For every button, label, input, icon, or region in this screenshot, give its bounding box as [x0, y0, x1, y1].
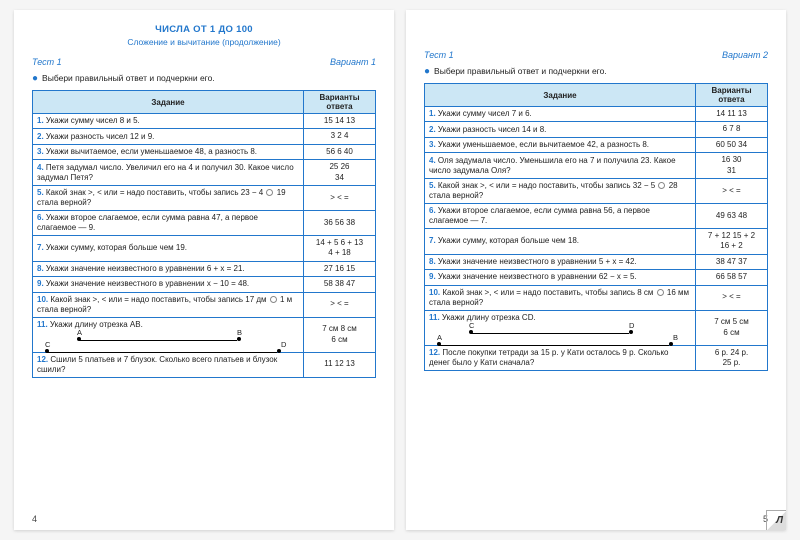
answer-cell: 14 11 13 — [696, 107, 768, 122]
task-cell: 3. Укажи вычитаемое, если уменьшаемое 48… — [33, 144, 304, 159]
table-row: 4. Петя задумал число. Увеличил его на 4… — [33, 160, 376, 186]
table-row: 9. Укажи значение неизвестного в уравнен… — [33, 277, 376, 292]
table-row: 11. Укажи длину отрезка CD. C D A B 7 см… — [425, 310, 768, 345]
answer-cell: 3 2 4 — [304, 129, 376, 144]
table-row: 10. Какой знак >, < или = надо поставить… — [425, 285, 768, 310]
test-header: Тест 1 Вариант 2 — [424, 50, 768, 60]
task-cell: 1. Укажи сумму чисел 7 и 6. — [425, 107, 696, 122]
answer-cell: 36 56 38 — [304, 210, 376, 235]
variant-label: Вариант 1 — [330, 57, 376, 67]
table-row: 10. Какой знак >, < или = надо поставить… — [33, 292, 376, 317]
answer-cell: 11 12 13 — [304, 352, 376, 377]
table-row: 12. Сшили 5 платьев и 7 блузок. Сколько … — [33, 352, 376, 377]
task-cell: 11. Укажи длину отрезка CD. C D A B — [425, 310, 696, 345]
task-cell: 12. После покупки тетради за 15 р. у Кат… — [425, 345, 696, 371]
task-cell: 6. Укажи второе слагаемое, если сумма ра… — [425, 203, 696, 228]
col-answer: Варианты ответа — [304, 91, 376, 114]
task-cell: 12. Сшили 5 платьев и 7 блузок. Сколько … — [33, 352, 304, 377]
test-header: Тест 1 Вариант 1 — [32, 57, 376, 67]
instruction: ●Выбери правильный ответ и подчеркни его… — [424, 66, 768, 77]
task-table-left: ЗаданиеВарианты ответа 1. Укажи сумму чи… — [32, 90, 376, 378]
table-row: 4. Оля задумала число. Уменьшила его на … — [425, 153, 768, 179]
table-row: 2. Укажи разность чисел 12 и 9.3 2 4 — [33, 129, 376, 144]
table-row: 1. Укажи сумму чисел 8 и 5.15 14 13 — [33, 114, 376, 129]
right-page: Тест 1 Вариант 2 ●Выбери правильный отве… — [406, 10, 786, 530]
sub-title: Сложение и вычитание (продолжение) — [32, 37, 376, 47]
answer-cell: > < = — [304, 292, 376, 317]
left-page: ЧИСЛА ОТ 1 ДО 100 Сложение и вычитание (… — [14, 10, 394, 530]
segment-diagram: C D A B — [429, 323, 691, 343]
table-row: 6. Укажи второе слагаемое, если сумма ра… — [425, 203, 768, 228]
table-row: 3. Укажи вычитаемое, если уменьшаемое 48… — [33, 144, 376, 159]
task-cell: 7. Укажи сумму, которая больше чем 18. — [425, 228, 696, 254]
table-row: 1. Укажи сумму чисел 7 и 6.14 11 13 — [425, 107, 768, 122]
answer-cell: > < = — [696, 285, 768, 310]
variant-label: Вариант 2 — [722, 50, 768, 60]
answer-cell: 15 14 13 — [304, 114, 376, 129]
table-row: 7. Укажи сумму, которая больше чем 18.7 … — [425, 228, 768, 254]
task-cell: 10. Какой знак >, < или = надо поставить… — [425, 285, 696, 310]
task-cell: 7. Укажи сумму, которая больше чем 19. — [33, 235, 304, 261]
task-cell: 8. Укажи значение неизвестного в уравнен… — [33, 261, 304, 276]
answer-cell: 7 см 8 см 6 см — [304, 317, 376, 352]
answer-cell: 7 см 5 см 6 см — [696, 310, 768, 345]
table-row: 3. Укажи уменьшаемое, если вычитаемое 42… — [425, 137, 768, 152]
table-row: 5. Какой знак >, < или = надо поставить,… — [33, 185, 376, 210]
task-cell: 2. Укажи разность чисел 14 и 8. — [425, 122, 696, 137]
answer-cell: > < = — [304, 185, 376, 210]
main-title: ЧИСЛА ОТ 1 ДО 100 — [32, 24, 376, 35]
task-cell: 8. Укажи значение неизвестного в уравнен… — [425, 254, 696, 269]
answer-cell: > < = — [696, 178, 768, 203]
page-spread: ЧИСЛА ОТ 1 ДО 100 Сложение и вычитание (… — [14, 10, 786, 530]
answer-cell: 58 38 47 — [304, 277, 376, 292]
table-row: 9. Укажи значение неизвестного в уравнен… — [425, 270, 768, 285]
task-cell: 1. Укажи сумму чисел 8 и 5. — [33, 114, 304, 129]
task-table-right: ЗаданиеВарианты ответа 1. Укажи сумму чи… — [424, 83, 768, 371]
table-row: 6. Укажи второе слагаемое, если сумма ра… — [33, 210, 376, 235]
table-row: 5. Какой знак >, < или = надо поставить,… — [425, 178, 768, 203]
answer-cell: 16 30 31 — [696, 153, 768, 179]
logo-icon: Л — [776, 515, 783, 526]
table-row: 8. Укажи значение неизвестного в уравнен… — [425, 254, 768, 269]
answer-cell: 66 58 57 — [696, 270, 768, 285]
answer-cell: 14 + 5 6 + 13 4 + 18 — [304, 235, 376, 261]
table-row: 11. Укажи длину отрезка AB. A B C D 7 см… — [33, 317, 376, 352]
task-cell: 4. Петя задумал число. Увеличил его на 4… — [33, 160, 304, 186]
answer-cell: 60 50 34 — [696, 137, 768, 152]
page-number: 4 — [32, 514, 37, 524]
test-label: Тест 1 — [424, 50, 454, 60]
task-cell: 9. Укажи значение неизвестного в уравнен… — [425, 270, 696, 285]
task-cell: 3. Укажи уменьшаемое, если вычитаемое 42… — [425, 137, 696, 152]
task-cell: 5. Какой знак >, < или = надо поставить,… — [425, 178, 696, 203]
answer-cell: 7 + 12 15 + 2 16 + 2 — [696, 228, 768, 254]
task-cell: 11. Укажи длину отрезка AB. A B C D — [33, 317, 304, 352]
answer-cell: 49 63 48 — [696, 203, 768, 228]
task-cell: 2. Укажи разность чисел 12 и 9. — [33, 129, 304, 144]
task-cell: 9. Укажи значение неизвестного в уравнен… — [33, 277, 304, 292]
col-task: Задание — [33, 91, 304, 114]
table-row: 12. После покупки тетради за 15 р. у Кат… — [425, 345, 768, 371]
answer-cell: 38 47 37 — [696, 254, 768, 269]
test-label: Тест 1 — [32, 57, 62, 67]
task-cell: 4. Оля задумала число. Уменьшила его на … — [425, 153, 696, 179]
answer-cell: 6 р. 24 р. 25 р. — [696, 345, 768, 371]
answer-cell: 27 16 15 — [304, 261, 376, 276]
task-cell: 5. Какой знак >, < или = надо поставить,… — [33, 185, 304, 210]
task-cell: 10. Какой знак >, < или = надо поставить… — [33, 292, 304, 317]
instruction: ●Выбери правильный ответ и подчеркни его… — [32, 73, 376, 84]
segment-diagram: A B C D — [37, 330, 299, 350]
table-row: 8. Укажи значение неизвестного в уравнен… — [33, 261, 376, 276]
answer-cell: 6 7 8 — [696, 122, 768, 137]
answer-cell: 25 26 34 — [304, 160, 376, 186]
answer-cell: 56 6 40 — [304, 144, 376, 159]
col-task: Задание — [425, 84, 696, 107]
table-row: 7. Укажи сумму, которая больше чем 19.14… — [33, 235, 376, 261]
task-cell: 6. Укажи второе слагаемое, если сумма ра… — [33, 210, 304, 235]
col-answer: Варианты ответа — [696, 84, 768, 107]
table-row: 2. Укажи разность чисел 14 и 8.6 7 8 — [425, 122, 768, 137]
